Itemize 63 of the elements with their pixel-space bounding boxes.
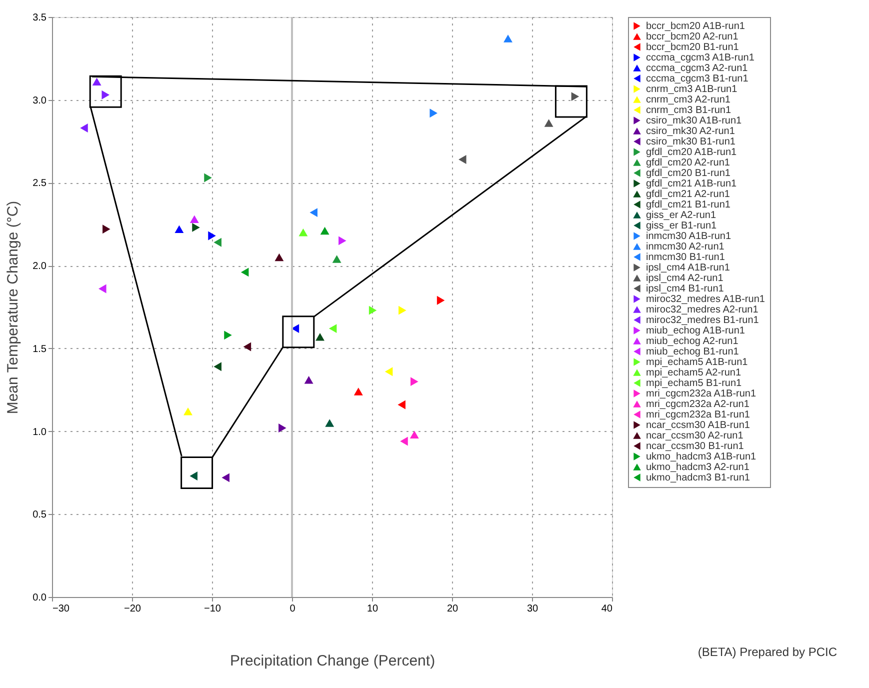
legend-label: bccr_bcm20 A1B-run1 (646, 21, 746, 32)
x-tick-label: −20 (124, 604, 142, 614)
y-tick-label: 0.0 (32, 592, 47, 604)
y-axis-title: Mean Temperature Change (°C) (4, 200, 22, 414)
y-tick-label: 2.0 (32, 261, 47, 272)
y-tick-label: 2.5 (32, 178, 47, 190)
legend-label: csiro_mk30 A1B-run1 (646, 116, 742, 126)
legend-label: cccma_cgcm3 A2-run1 (646, 63, 748, 74)
legend-label: mpi_echam5 A1B-run1 (646, 357, 748, 368)
text: (BETA) Prepared by PCIC (698, 645, 838, 659)
legend-label: ukmo_hadcm3 A2-run1 (646, 462, 750, 473)
legend-label: gfdl_cm21 B1-run1 (646, 200, 731, 210)
legend-label: cccma_cgcm3 B1-run1 (646, 74, 749, 84)
legend-label: ncar_ccsm30 B1-run1 (646, 441, 744, 452)
legend-label: gfdl_cm20 A2-run1 (646, 158, 730, 168)
legend-label: cnrm_cm3 A2-run1 (646, 94, 731, 106)
legend-label: miroc32_medres A1B-run1 (646, 294, 766, 305)
legend-label: bccr_bcm20 B1-run1 (646, 42, 740, 53)
legend-label: csiro_mk30 B1-run1 (646, 136, 736, 148)
legend-label: ukmo_hadcm3 A1B-run1 (646, 452, 756, 462)
legend-label: ncar_ccsm30 A2-run1 (646, 430, 744, 442)
legend-label: cnrm_cm3 B1-run1 (646, 105, 732, 116)
legend-label: gfdl_cm20 A1B-run1 (646, 147, 738, 158)
legend-label: mri_cgcm232a A1B-run1 (646, 388, 756, 400)
legend-label: miub_echog A2-run1 (646, 336, 739, 347)
legend-label: cnrm_cm3 A1B-run1 (646, 84, 738, 95)
x-tick-label: −30 (52, 604, 70, 614)
x-tick-label: 10 (366, 604, 378, 614)
legend-label: cccma_cgcm3 A1B-run1 (646, 52, 755, 64)
y-tick-label: 0.5 (32, 510, 47, 521)
legend-label: bccr_bcm20 A2-run1 (646, 32, 739, 42)
legend-label: gfdl_cm21 A1B-run1 (646, 178, 738, 190)
legend-label: miroc32_medres A2-run1 (646, 304, 759, 316)
legend-label: miroc32_medres B1-run1 (646, 315, 760, 326)
legend-label: ipsl_cm4 B1-run1 (646, 284, 724, 294)
y-tick-label: 3.5 (32, 12, 47, 24)
y-tick-label: 1.0 (32, 426, 47, 438)
x-tick-label: 30 (526, 604, 538, 614)
legend-label: gfdl_cm21 A2-run1 (646, 189, 730, 200)
legend-label: giss_er B1-run1 (646, 220, 718, 232)
legend-label: inmcm30 A2-run1 (646, 242, 725, 252)
x-tick-label: 0 (290, 604, 296, 614)
legend-label: inmcm30 A1B-run1 (646, 231, 732, 242)
legend-label: mri_cgcm232a B1-run1 (646, 410, 750, 420)
legend-label: mpi_echam5 B1-run1 (646, 378, 742, 389)
y-tick-label: 1.5 (32, 344, 47, 355)
legend-label: csiro_mk30 A2-run1 (646, 126, 736, 137)
legend-label: miub_echog B1-run1 (646, 346, 740, 358)
legend-label: ncar_ccsm30 A1B-run1 (646, 420, 750, 431)
legend-label: inmcm30 B1-run1 (646, 252, 726, 263)
legend-label: ipsl_cm4 A2-run1 (646, 273, 724, 284)
legend-label: gfdl_cm20 B1-run1 (646, 168, 731, 179)
x-tick-label: −10 (204, 604, 222, 614)
legend-label: ipsl_cm4 A1B-run1 (646, 262, 730, 274)
x-axis-title: Precipitation Change (Percent) (230, 652, 436, 670)
legend-label: giss_er A2-run1 (646, 210, 716, 221)
legend-label: miub_echog A1B-run1 (646, 326, 746, 336)
x-tick-label: 20 (446, 604, 458, 614)
y-tick-label: 3.0 (32, 95, 47, 106)
legend-label: mpi_echam5 A2-run1 (646, 368, 742, 378)
legend-label: mri_cgcm232a A2-run1 (646, 399, 750, 410)
legend-label: ukmo_hadcm3 B1-run1 (646, 472, 750, 484)
x-tick-label: 40 (601, 604, 613, 614)
